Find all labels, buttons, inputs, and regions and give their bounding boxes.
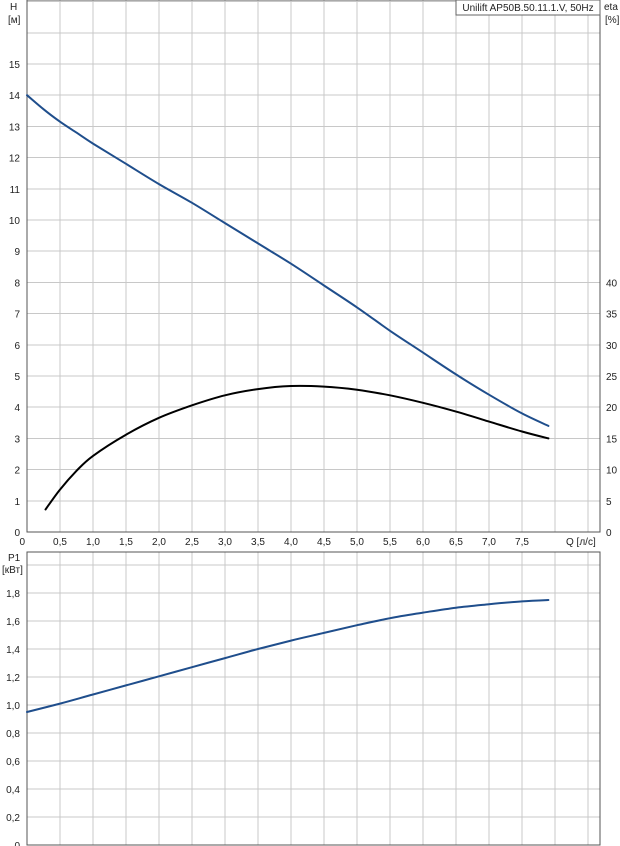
x-tick-label: 1,0 <box>86 537 100 548</box>
p1-tick-label: 1,0 <box>6 701 20 712</box>
bottom-chart-grid <box>27 552 600 845</box>
x-tick-label: 0,5 <box>53 537 67 548</box>
x-tick-label: 4,0 <box>284 537 298 548</box>
x-tick-label: 6,5 <box>449 537 463 548</box>
bottom-chart-frame <box>26 551 601 846</box>
y-axis-label: H <box>10 2 17 13</box>
y-axis-unit: [м] <box>8 15 21 26</box>
y2-axis-unit: [%] <box>605 15 620 26</box>
y-tick-label: 4 <box>14 403 20 414</box>
p1-axis-unit: [кВт] <box>2 565 23 576</box>
p1-tick-label: 1,4 <box>6 645 20 656</box>
top-chart-frame <box>26 0 601 533</box>
x-tick-label: 4,5 <box>317 537 331 548</box>
x-tick-label: 3,5 <box>251 537 265 548</box>
y-tick-label: 13 <box>9 122 21 133</box>
top-chart-series <box>26 94 550 511</box>
y-tick-label: 1 <box>14 497 20 508</box>
chart-title-box <box>455 0 601 16</box>
p1-tick-label: 1,2 <box>6 673 20 684</box>
y2-axis-label: eta <box>604 2 618 13</box>
x-tick-label: 3,0 <box>218 537 232 548</box>
y2-tick-label: 25 <box>606 372 618 383</box>
bottom-chart-series <box>26 599 550 713</box>
p1-tick-label: 0,4 <box>6 785 20 796</box>
p1-tick-label: 0,6 <box>6 757 20 768</box>
x-axis-label: Q [л/с] <box>566 537 596 548</box>
x-tick-label: 0 <box>19 537 25 548</box>
y-tick-label: 0 <box>14 528 20 539</box>
y2-tick-label: 0 <box>606 528 612 539</box>
y2-tick-label: 10 <box>606 466 618 477</box>
y-tick-label: 2 <box>14 466 20 477</box>
y2-tick-label: 30 <box>606 341 618 352</box>
p1-tick-label: 0,8 <box>6 729 20 740</box>
series-p1-curve <box>26 599 550 713</box>
y-tick-label: 7 <box>14 310 20 321</box>
y-tick-label: 10 <box>9 216 21 227</box>
y2-tick-label: 40 <box>606 278 618 289</box>
y2-tick-label: 15 <box>606 434 618 445</box>
x-tick-label: 7,5 <box>515 537 529 548</box>
x-tick-label: 5,0 <box>350 537 364 548</box>
y-tick-label: 15 <box>9 60 21 71</box>
y-tick-label: 6 <box>14 341 20 352</box>
y2-tick-label: 20 <box>606 403 618 414</box>
x-tick-label: 5,5 <box>383 537 397 548</box>
p1-tick-label: 1,6 <box>6 617 20 628</box>
y2-tick-label: 35 <box>606 310 618 321</box>
x-tick-label: 7,0 <box>482 537 496 548</box>
y-tick-label: 3 <box>14 434 20 445</box>
series-eta-curve <box>44 384 550 511</box>
x-tick-label: 1,5 <box>119 537 133 548</box>
x-tick-label: 6,0 <box>416 537 430 548</box>
y-tick-label: 5 <box>14 372 20 383</box>
y-tick-label: 14 <box>9 91 21 102</box>
chart-title: Unilift AP50B.50.11.1.V, 50Hz <box>462 3 593 14</box>
p1-tick-label: 1,8 <box>6 589 20 600</box>
y-tick-label: 11 <box>10 185 21 196</box>
top-chart-grid <box>27 0 600 532</box>
p1-axis-label: P1 <box>8 553 21 564</box>
p1-tick-label: 0 <box>14 841 20 846</box>
y-tick-label: 12 <box>9 154 21 165</box>
x-tick-label: 2,0 <box>152 537 166 548</box>
x-tick-label: 2,5 <box>185 537 199 548</box>
p1-tick-label: 0,2 <box>6 813 20 824</box>
y-tick-label: 9 <box>14 247 20 258</box>
y-tick-label: 8 <box>14 278 20 289</box>
series-h-curve <box>26 94 550 427</box>
y2-tick-label: 5 <box>606 497 612 508</box>
